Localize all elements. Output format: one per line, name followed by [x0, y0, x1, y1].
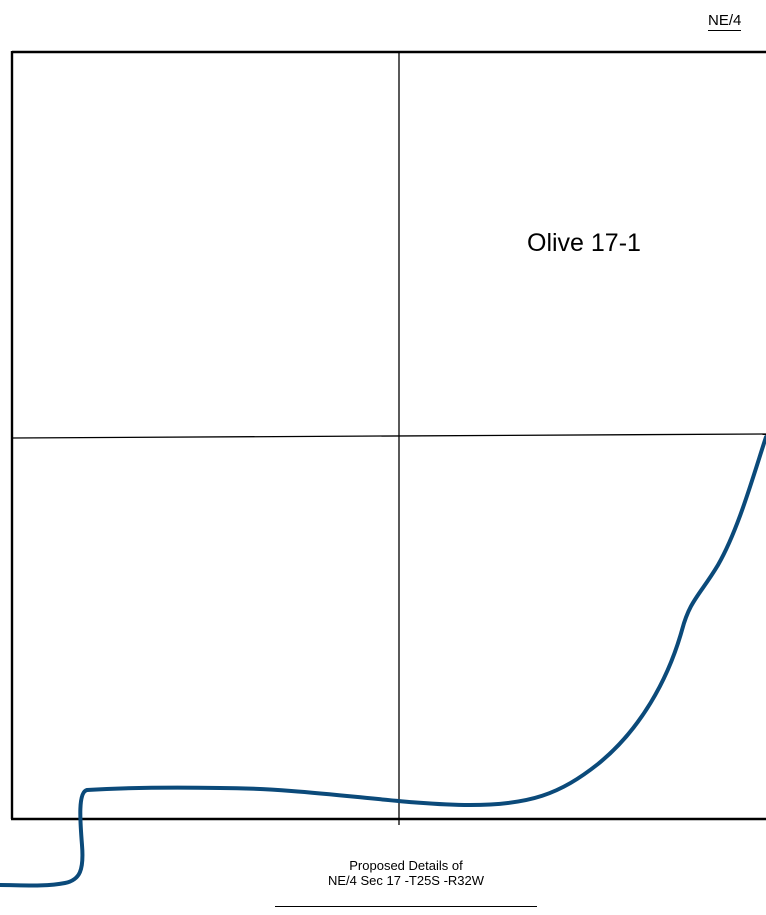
well-label: Olive 17-1 [527, 229, 641, 257]
quarter-label: NE/4 [708, 12, 742, 31]
caption-underline [275, 906, 537, 907]
caption: Proposed Details of NE/4 Sec 17 -T25S -R… [246, 858, 566, 888]
proposed-route-path [0, 435, 766, 888]
horizontal-division-line [11, 433, 766, 439]
caption-line-2: NE/4 Sec 17 -T25S -R32W [327, 873, 485, 888]
caption-line-1: Proposed Details of [349, 858, 463, 873]
